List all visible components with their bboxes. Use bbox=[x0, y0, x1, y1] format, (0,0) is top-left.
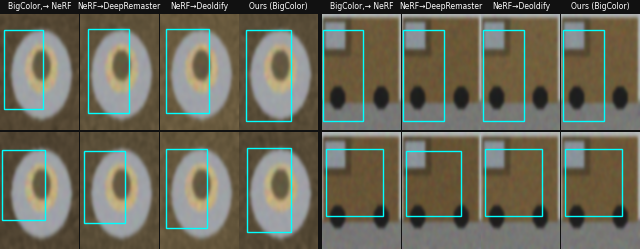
Bar bbox=[84, 151, 125, 223]
Bar bbox=[485, 149, 542, 216]
Bar bbox=[88, 29, 129, 113]
Bar bbox=[565, 149, 622, 216]
Bar bbox=[166, 29, 209, 113]
Bar bbox=[246, 30, 291, 121]
Bar bbox=[483, 30, 524, 121]
Bar bbox=[4, 30, 44, 109]
Bar bbox=[247, 148, 291, 232]
Bar bbox=[406, 151, 461, 216]
Text: NeRF→Deoldify: NeRF→Deoldify bbox=[170, 2, 228, 11]
Bar bbox=[563, 30, 604, 121]
Text: NeRF→DeepRemaster: NeRF→DeepRemaster bbox=[399, 2, 483, 11]
Text: NeRF→Deoldify: NeRF→Deoldify bbox=[492, 2, 550, 11]
Text: BigColor,→ NeRF: BigColor,→ NeRF bbox=[330, 2, 393, 11]
Bar bbox=[403, 30, 444, 121]
Text: Ours (BigColor): Ours (BigColor) bbox=[572, 2, 630, 11]
Text: Ours (BigColor): Ours (BigColor) bbox=[250, 2, 308, 11]
Text: BigColor,→ NeRF: BigColor,→ NeRF bbox=[8, 2, 71, 11]
Bar bbox=[1, 150, 45, 220]
Text: NeRF→DeepRemaster: NeRF→DeepRemaster bbox=[77, 2, 161, 11]
Bar bbox=[326, 149, 383, 216]
Bar bbox=[166, 149, 207, 228]
Bar bbox=[323, 30, 363, 121]
